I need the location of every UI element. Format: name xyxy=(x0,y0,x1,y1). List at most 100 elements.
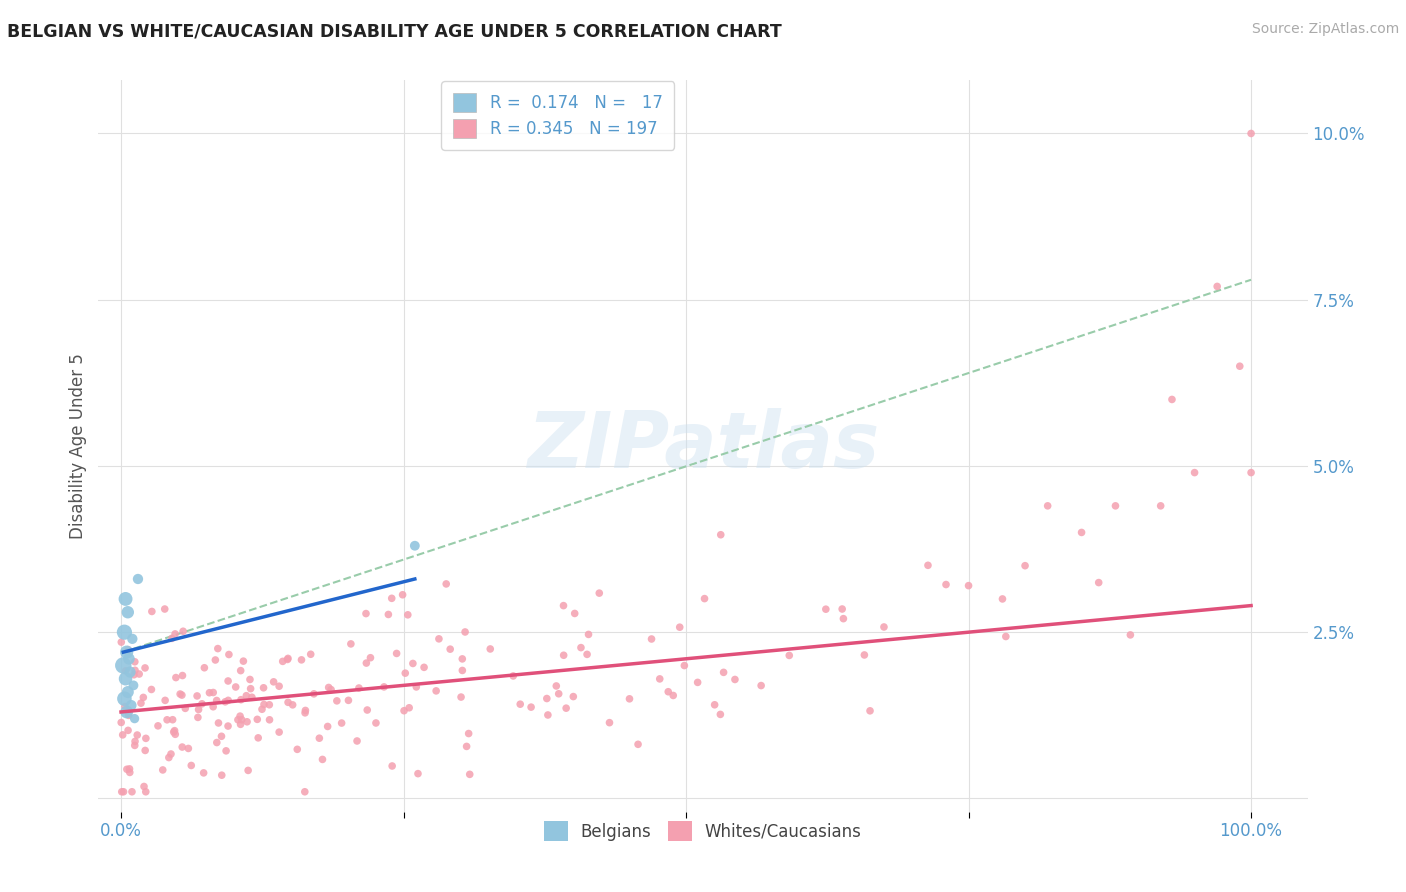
Point xyxy=(537,708,560,723)
Point xyxy=(576,648,599,662)
Point xyxy=(141,604,163,618)
Point xyxy=(253,698,276,712)
Point xyxy=(269,725,291,739)
Point xyxy=(115,705,138,719)
Point xyxy=(588,586,610,600)
Point xyxy=(935,577,957,591)
Point xyxy=(454,624,477,639)
Point xyxy=(162,713,184,727)
Point xyxy=(239,681,262,696)
Point xyxy=(117,685,139,699)
Text: BELGIAN VS WHITE/CAUCASIAN DISABILITY AGE UNDER 5 CORRELATION CHART: BELGIAN VS WHITE/CAUCASIAN DISABILITY AG… xyxy=(7,22,782,40)
Point xyxy=(247,731,270,745)
Point xyxy=(710,527,733,541)
Point xyxy=(627,737,650,751)
Point xyxy=(118,765,141,780)
Point xyxy=(831,602,853,616)
Point xyxy=(217,673,239,688)
Point xyxy=(553,648,575,663)
Point xyxy=(124,663,146,677)
Point xyxy=(277,651,299,665)
Point xyxy=(202,699,225,714)
Point xyxy=(1206,279,1229,293)
Point xyxy=(172,668,194,682)
Point xyxy=(640,632,662,646)
Point xyxy=(134,743,156,757)
Point xyxy=(271,654,294,668)
Point xyxy=(174,701,197,715)
Point xyxy=(124,739,146,753)
Point xyxy=(236,714,259,729)
Point xyxy=(114,672,136,686)
Point xyxy=(450,690,472,704)
Point xyxy=(202,685,225,699)
Point xyxy=(276,652,298,666)
Point xyxy=(129,696,152,710)
Point xyxy=(394,666,416,681)
Point xyxy=(439,642,461,657)
Point xyxy=(392,704,415,718)
Point xyxy=(132,780,155,794)
Point xyxy=(713,665,735,680)
Point xyxy=(434,577,457,591)
Point xyxy=(405,680,427,694)
Point xyxy=(994,630,1017,644)
Point xyxy=(281,698,304,712)
Point xyxy=(186,689,208,703)
Point xyxy=(120,665,142,679)
Point xyxy=(814,602,837,616)
Point xyxy=(509,697,531,711)
Point xyxy=(132,690,155,705)
Text: ZIPatlas: ZIPatlas xyxy=(527,408,879,484)
Point xyxy=(236,764,259,778)
Point xyxy=(1104,499,1126,513)
Point xyxy=(299,647,322,661)
Point xyxy=(122,667,145,681)
Point xyxy=(205,735,228,749)
Point xyxy=(118,652,141,666)
Y-axis label: Disability Age Under 5: Disability Age Under 5 xyxy=(69,353,87,539)
Point xyxy=(1070,525,1092,540)
Point xyxy=(853,648,876,662)
Point xyxy=(240,690,263,705)
Point xyxy=(1014,558,1036,573)
Point xyxy=(160,747,183,761)
Text: Source: ZipAtlas.com: Source: ZipAtlas.com xyxy=(1251,22,1399,37)
Point xyxy=(120,698,142,713)
Point xyxy=(207,716,229,731)
Point xyxy=(520,700,543,714)
Point xyxy=(211,768,233,782)
Point xyxy=(246,712,269,726)
Point xyxy=(346,734,368,748)
Point xyxy=(214,695,236,709)
Point xyxy=(354,607,377,621)
Point xyxy=(302,687,325,701)
Point xyxy=(381,759,404,773)
Point xyxy=(316,719,339,733)
Point xyxy=(239,673,262,687)
Point xyxy=(111,785,134,799)
Point xyxy=(160,632,183,646)
Point xyxy=(778,648,800,663)
Point xyxy=(1184,466,1206,480)
Point xyxy=(232,654,254,668)
Point xyxy=(662,689,685,703)
Point xyxy=(457,726,479,740)
Point xyxy=(451,664,474,678)
Point xyxy=(547,687,569,701)
Point xyxy=(134,661,156,675)
Point xyxy=(553,599,575,613)
Point xyxy=(127,572,149,586)
Point xyxy=(215,744,238,758)
Point xyxy=(218,648,240,662)
Point xyxy=(180,758,202,772)
Point xyxy=(122,678,145,692)
Point xyxy=(124,712,146,726)
Point xyxy=(406,766,429,780)
Point xyxy=(598,715,620,730)
Point xyxy=(555,701,578,715)
Point xyxy=(165,727,187,741)
Point xyxy=(337,693,360,707)
Point xyxy=(229,709,252,723)
Point xyxy=(693,591,716,606)
